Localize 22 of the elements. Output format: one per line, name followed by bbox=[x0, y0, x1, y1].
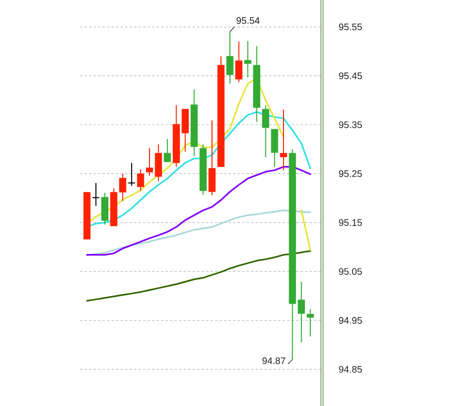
annotation: 94.87 bbox=[262, 357, 286, 364]
candlestick bbox=[101, 192, 108, 226]
annotation: 95.54 bbox=[236, 17, 260, 24]
y-tick-label: 94.95 bbox=[338, 317, 362, 324]
y-tick-label: 95.15 bbox=[338, 219, 362, 226]
candlestick bbox=[128, 162, 136, 186]
candlestick bbox=[92, 182, 100, 206]
y-tick-label: 95.05 bbox=[338, 268, 362, 275]
y-tick-label: 95.35 bbox=[338, 121, 362, 128]
candlestick bbox=[164, 138, 171, 162]
y-tick-label: 95.55 bbox=[338, 24, 362, 30]
candlestick bbox=[226, 31, 234, 84]
candlestick bbox=[208, 120, 216, 196]
candlestick bbox=[137, 168, 144, 192]
candlestick bbox=[244, 40, 252, 78]
candlestick bbox=[235, 41, 242, 83]
candlestick bbox=[262, 104, 270, 158]
y-tick-label: 95.25 bbox=[338, 170, 362, 178]
candlestick bbox=[271, 128, 278, 168]
y-tick-label: 95.45 bbox=[338, 72, 362, 80]
y-tick-label: 94.85 bbox=[338, 366, 362, 373]
candlestick bbox=[280, 109, 288, 171]
